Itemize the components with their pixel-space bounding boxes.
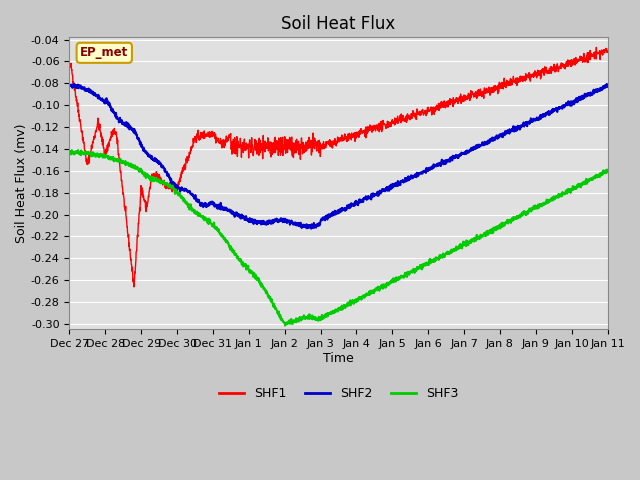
SHF3 bbox=[589, 175, 596, 180]
SHF3 bbox=[314, 317, 321, 323]
SHF1 bbox=[313, 140, 321, 145]
SHF1 bbox=[604, 49, 611, 55]
SHF1 bbox=[328, 142, 335, 147]
SHF3 bbox=[490, 228, 497, 233]
SHF1 bbox=[65, 63, 73, 69]
SHF2 bbox=[490, 135, 497, 141]
Text: EP_met: EP_met bbox=[80, 46, 129, 60]
SHF2 bbox=[65, 83, 73, 89]
Line: SHF3: SHF3 bbox=[69, 150, 607, 325]
Line: SHF2: SHF2 bbox=[69, 84, 607, 228]
SHF2 bbox=[604, 82, 611, 87]
Y-axis label: Soil Heat Flux (mv): Soil Heat Flux (mv) bbox=[15, 123, 28, 243]
SHF3 bbox=[65, 149, 73, 155]
SHF3 bbox=[588, 176, 596, 181]
SHF2 bbox=[307, 226, 315, 231]
SHF3 bbox=[328, 311, 335, 316]
SHF2 bbox=[93, 93, 100, 99]
SHF3 bbox=[281, 323, 289, 328]
SHF1 bbox=[490, 86, 497, 92]
SHF2 bbox=[588, 90, 596, 96]
Legend: SHF1, SHF2, SHF3: SHF1, SHF2, SHF3 bbox=[214, 382, 463, 405]
X-axis label: Time: Time bbox=[323, 352, 354, 365]
SHF3 bbox=[604, 168, 611, 174]
SHF2 bbox=[603, 81, 611, 87]
SHF2 bbox=[313, 221, 321, 227]
SHF2 bbox=[328, 212, 335, 217]
SHF3 bbox=[68, 147, 76, 153]
Title: Soil Heat Flux: Soil Heat Flux bbox=[282, 15, 396, 33]
SHF1 bbox=[130, 284, 138, 290]
SHF1 bbox=[588, 52, 596, 58]
SHF1 bbox=[588, 54, 596, 60]
SHF1 bbox=[593, 45, 600, 50]
SHF2 bbox=[588, 92, 596, 98]
SHF1 bbox=[93, 124, 100, 130]
Line: SHF1: SHF1 bbox=[69, 48, 607, 287]
SHF3 bbox=[93, 151, 101, 156]
